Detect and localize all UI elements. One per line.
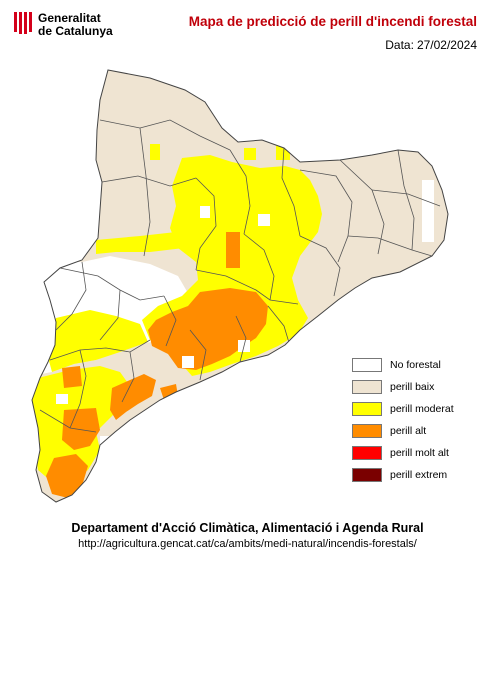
generalitat-emblem-icon bbox=[14, 12, 32, 36]
org-line-1: Generalitat bbox=[38, 11, 101, 25]
legend-item-perill-baix: perill baix bbox=[352, 380, 492, 396]
comarca-borders bbox=[39, 119, 441, 433]
date-value: 27/02/2024 bbox=[416, 38, 477, 52]
date-label: Data: bbox=[385, 38, 414, 52]
legend-item-no-forestal: No forestal bbox=[352, 358, 492, 374]
legend-swatch bbox=[352, 446, 382, 460]
legend-label: perill extrem bbox=[390, 469, 448, 481]
legend-swatch bbox=[352, 402, 382, 416]
legend-label: perill moderat bbox=[390, 403, 454, 415]
legend-item-perill-moderat: perill moderat bbox=[352, 402, 492, 418]
map-title: Mapa de predicció de perill d'incendi fo… bbox=[188, 14, 477, 29]
legend-swatch bbox=[352, 468, 382, 482]
org-line-2: de Catalunya bbox=[38, 24, 113, 38]
legend-label: perill alt bbox=[390, 425, 427, 437]
legend-item-perill-extrem: perill extrem bbox=[352, 468, 492, 484]
department-name: Departament d'Acció Climàtica, Alimentac… bbox=[71, 521, 424, 535]
legend-swatch bbox=[352, 380, 382, 394]
legend-label: perill baix bbox=[390, 381, 435, 393]
zone-no-forestal-ne bbox=[422, 180, 434, 242]
legend-label: No forestal bbox=[390, 359, 441, 371]
legend-label: perill molt alt bbox=[390, 447, 449, 459]
generalitat-logo: Generalitat de Catalunya bbox=[14, 12, 114, 40]
map-date: Data: 27/02/2024 bbox=[382, 38, 477, 52]
catalonia-outline bbox=[31, 69, 449, 503]
legend-item-perill-molt-alt: perill molt alt bbox=[352, 446, 492, 462]
source-url[interactable]: http://agricultura.gencat.cat/ca/ambits/… bbox=[78, 538, 417, 550]
legend-swatch bbox=[352, 358, 382, 372]
organization-name: Generalitat de Catalunya bbox=[38, 12, 113, 38]
legend-swatch bbox=[352, 424, 382, 438]
legend-item-perill-alt: perill alt bbox=[352, 424, 492, 440]
